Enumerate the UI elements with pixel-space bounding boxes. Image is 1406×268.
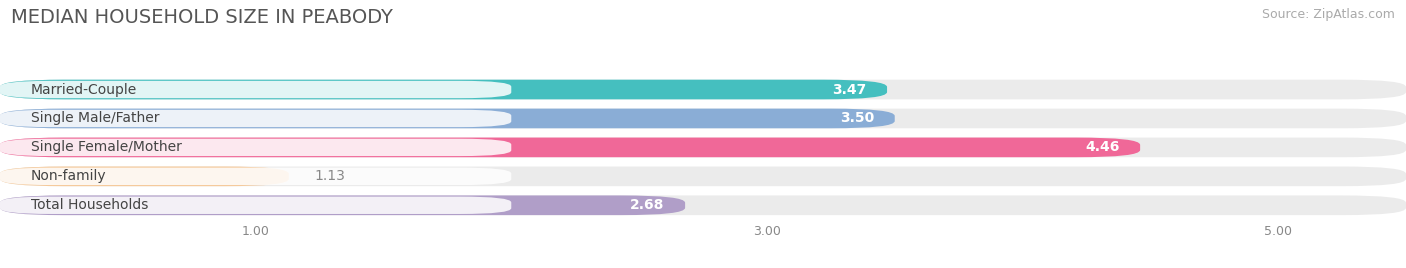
Text: 2.68: 2.68 [630,198,665,212]
Text: Married-Couple: Married-Couple [31,83,136,96]
Text: 1.13: 1.13 [315,169,346,183]
FancyBboxPatch shape [0,197,512,214]
FancyBboxPatch shape [0,137,1406,157]
FancyBboxPatch shape [0,139,512,156]
FancyBboxPatch shape [0,137,1140,157]
Text: Single Male/Father: Single Male/Father [31,111,159,125]
Text: MEDIAN HOUSEHOLD SIZE IN PEABODY: MEDIAN HOUSEHOLD SIZE IN PEABODY [11,8,394,27]
Text: Non-family: Non-family [31,169,107,183]
FancyBboxPatch shape [0,195,1406,215]
FancyBboxPatch shape [0,109,894,128]
Text: Single Female/Mother: Single Female/Mother [31,140,181,154]
Text: 4.46: 4.46 [1085,140,1119,154]
Text: 3.47: 3.47 [832,83,866,96]
Text: Source: ZipAtlas.com: Source: ZipAtlas.com [1261,8,1395,21]
Text: 3.50: 3.50 [839,111,875,125]
FancyBboxPatch shape [0,168,512,185]
FancyBboxPatch shape [0,166,288,186]
FancyBboxPatch shape [0,81,512,98]
FancyBboxPatch shape [0,110,512,127]
FancyBboxPatch shape [0,109,1406,128]
Text: Total Households: Total Households [31,198,148,212]
FancyBboxPatch shape [0,195,685,215]
FancyBboxPatch shape [0,80,887,99]
FancyBboxPatch shape [0,166,1406,186]
FancyBboxPatch shape [0,80,1406,99]
